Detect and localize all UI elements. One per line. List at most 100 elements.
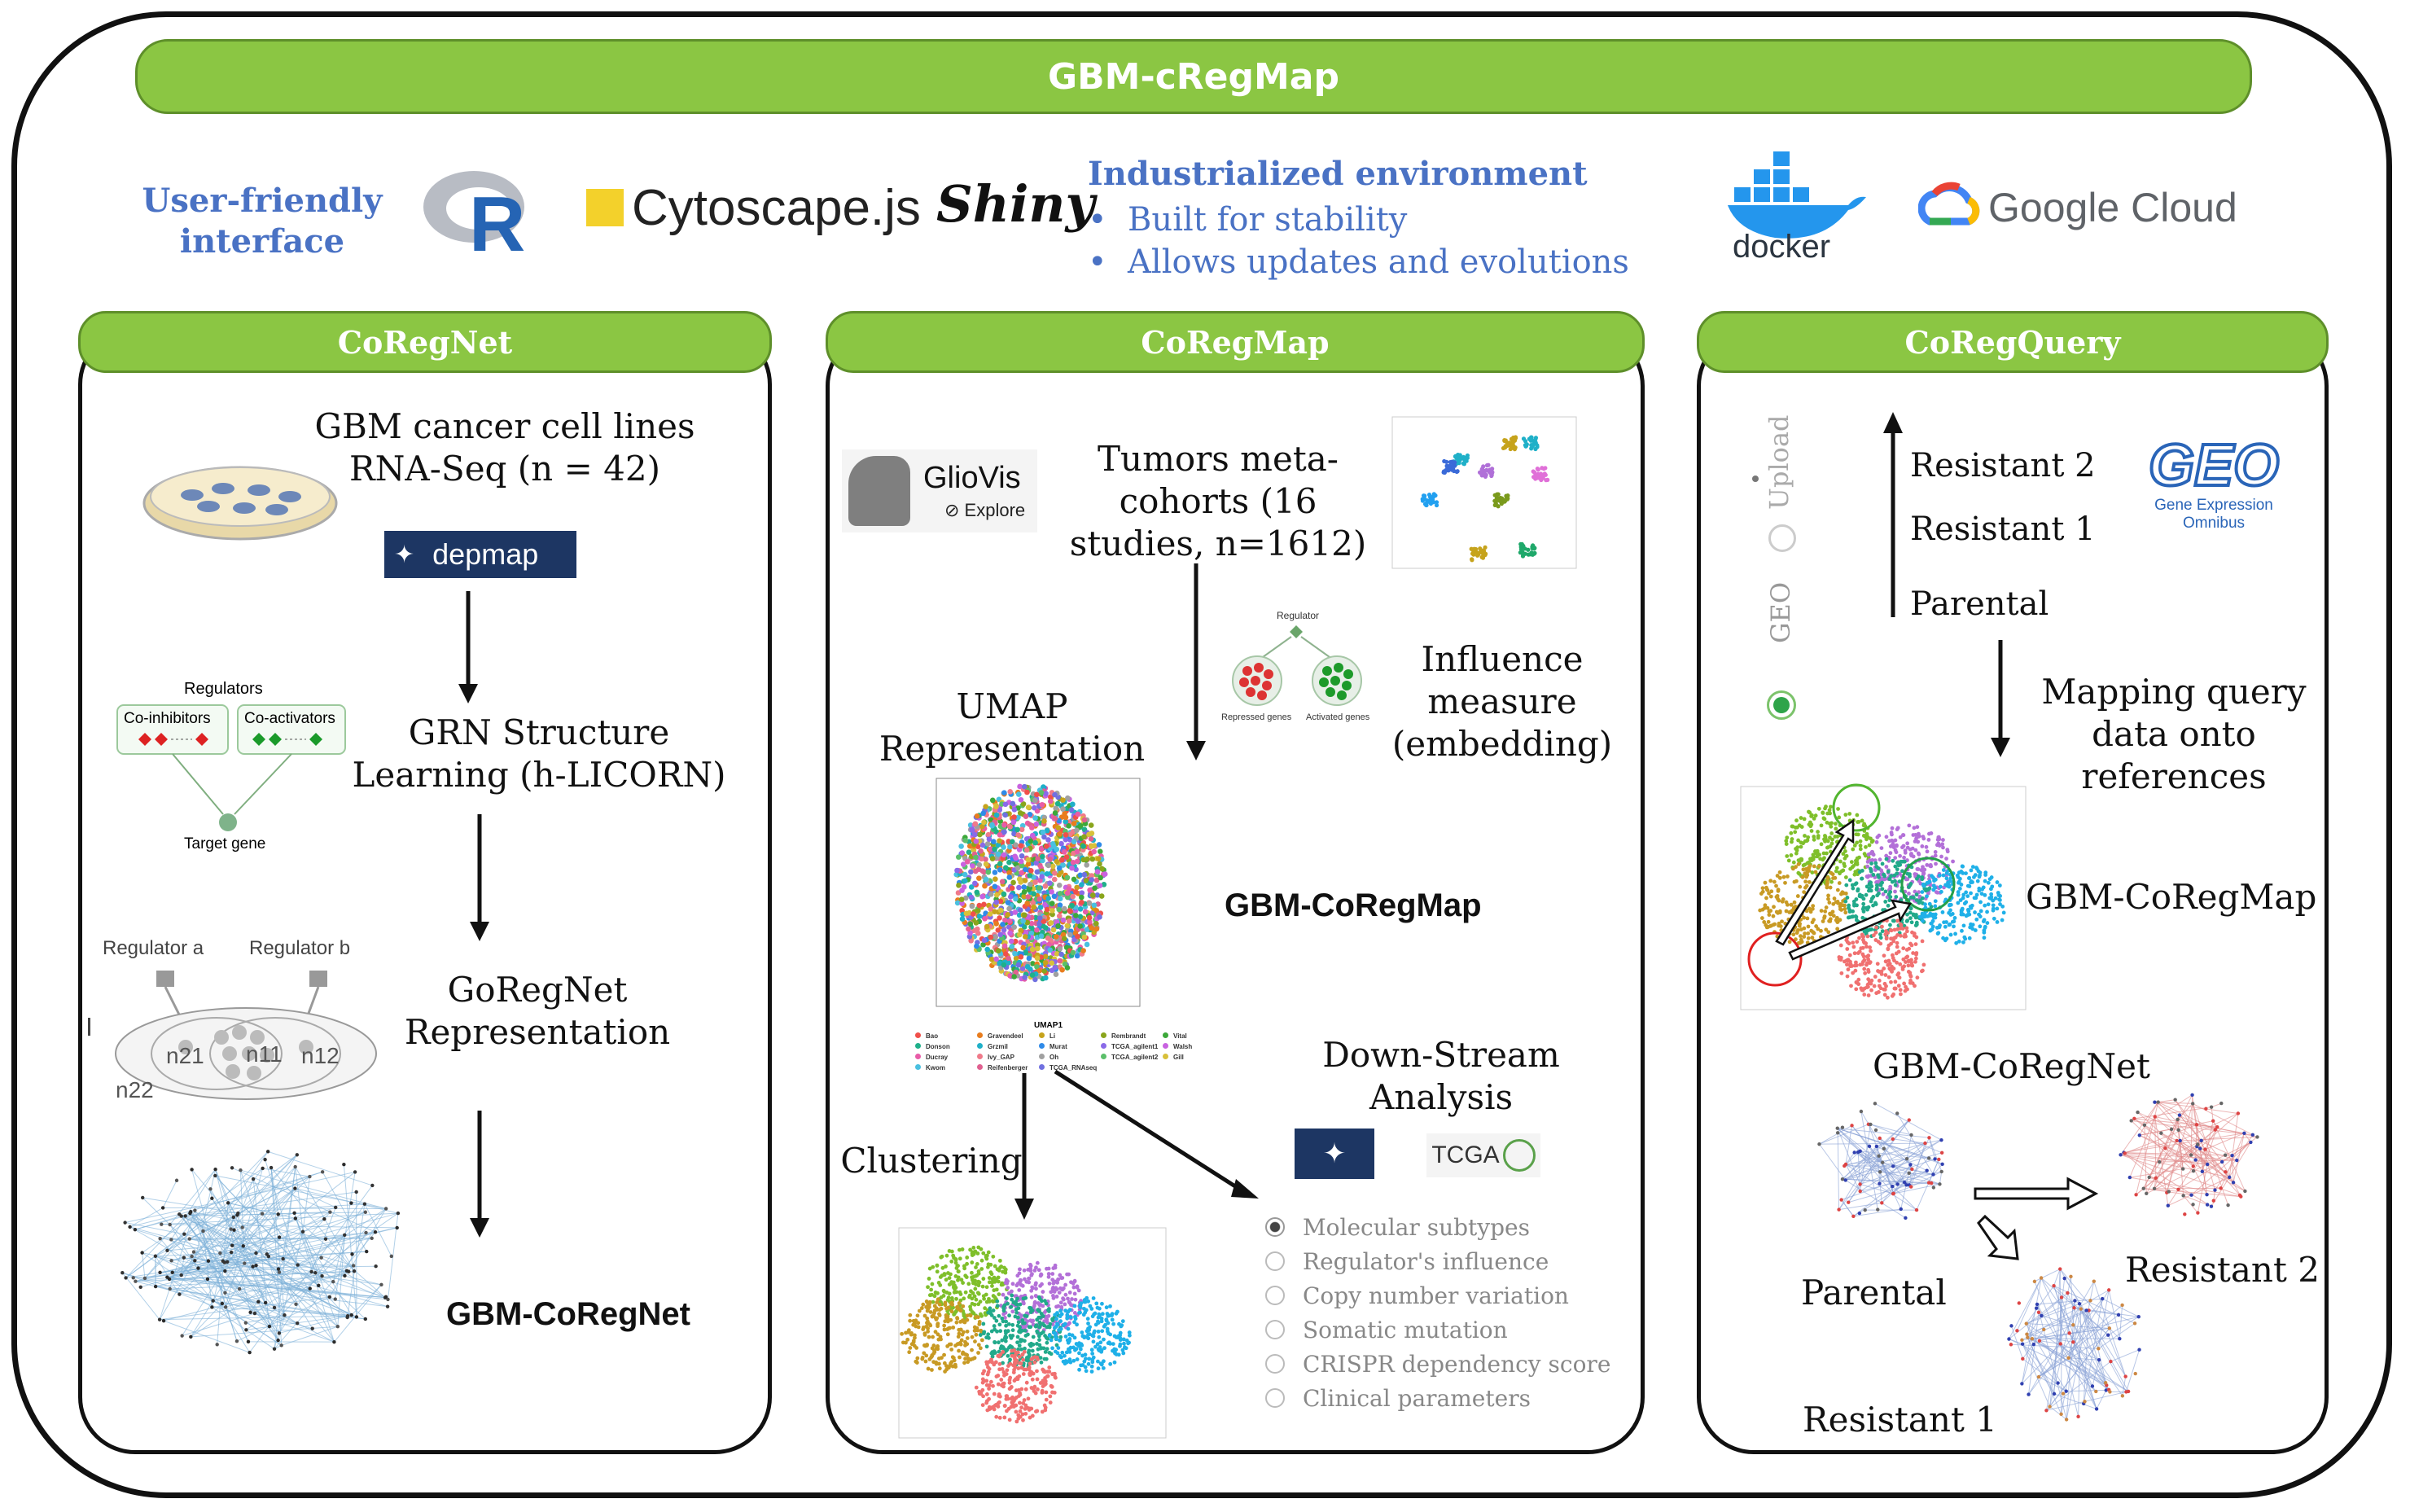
industrialized-bullets: • Built for stability • Allows updates a…: [1088, 201, 1629, 281]
radio-icon[interactable]: [1265, 1251, 1285, 1271]
network-node: [293, 1186, 297, 1190]
cluster-point: [1883, 900, 1888, 904]
cluster-point: [1892, 927, 1897, 932]
umap-point: [1026, 887, 1032, 892]
umap-point: [1034, 964, 1040, 970]
cluster-point: [957, 1355, 962, 1360]
cluster-point: [911, 1339, 916, 1343]
resistant2-highlight: [1832, 783, 1881, 832]
cluster-point: [1845, 962, 1849, 967]
umap-point: [1032, 914, 1039, 921]
network-node: [243, 1321, 248, 1325]
network-edge: [179, 1171, 323, 1215]
cluster-point: [938, 1335, 943, 1339]
upload-radio[interactable]: [1768, 524, 1796, 552]
legend-entry: Grzmil: [977, 1043, 1039, 1050]
cluster-point: [1127, 1330, 1132, 1335]
option-crispr[interactable]: CRISPR dependency score: [1265, 1347, 1610, 1381]
cluster-point: [1020, 1412, 1025, 1417]
cluster-point: [1904, 929, 1909, 934]
cluster-point: [968, 1313, 973, 1318]
cluster-point: [1945, 849, 1950, 854]
radio-icon[interactable]: [1265, 1354, 1285, 1374]
cluster-point: [1877, 990, 1881, 994]
network-node: [370, 1183, 375, 1188]
cluster-point: [971, 1246, 976, 1250]
option-clinical[interactable]: Clinical parameters: [1265, 1381, 1610, 1415]
umap-point: [983, 857, 988, 862]
option-regulator-influence[interactable]: Regulator's influence: [1265, 1244, 1610, 1278]
cluster-point: [1765, 905, 1770, 910]
cluster-point: [1884, 857, 1889, 861]
cluster-point: [1014, 1409, 1019, 1414]
option-copy-number[interactable]: Copy number variation: [1265, 1278, 1610, 1313]
cluster-point: [1893, 838, 1898, 843]
geo-source-label[interactable]: GEO: [1765, 581, 1796, 643]
upload-label[interactable]: Upload: [1764, 414, 1794, 510]
umap-point: [1073, 889, 1079, 895]
umap-point: [1018, 796, 1024, 803]
cluster-point: [1785, 902, 1790, 907]
network-node: [322, 1216, 326, 1221]
cluster-point: [1080, 1353, 1084, 1358]
cluster-point: [1944, 876, 1949, 881]
network-node: [295, 1153, 300, 1157]
cluster-point: [1083, 1356, 1088, 1361]
radio-icon[interactable]: [1265, 1388, 1285, 1408]
cluster-point: [1823, 909, 1828, 914]
cluster-point: [963, 1273, 968, 1278]
cluster-point: [1002, 1265, 1006, 1270]
network-node: [188, 1211, 192, 1216]
cluster-point: [1069, 1280, 1073, 1285]
umap-point: [1094, 869, 1101, 874]
cluster-point: [1002, 1373, 1006, 1378]
cluster-point: [1908, 847, 1913, 852]
umap-point: [959, 901, 965, 906]
umap-point: [997, 866, 1003, 873]
umap-point: [1053, 805, 1059, 811]
docker-icon: docker: [1728, 151, 1866, 261]
umap-point: [1006, 955, 1011, 962]
network-node: [182, 1256, 186, 1260]
cluster-point: [1010, 1322, 1015, 1327]
user-friendly-label: User-friendly interface: [142, 182, 383, 261]
cluster-point: [1951, 859, 1955, 864]
umap-point: [1035, 945, 1041, 952]
cluster-point: [917, 1308, 922, 1313]
cluster-point: [1076, 1288, 1081, 1293]
cluster-point: [925, 1316, 930, 1321]
umap-point: [1011, 807, 1018, 813]
cluster-point: [1874, 880, 1879, 884]
radio-icon[interactable]: [1265, 1320, 1285, 1339]
cluster-point: [1078, 1347, 1083, 1352]
cluster-point: [1908, 883, 1913, 887]
scatter-point: [1502, 445, 1508, 450]
cluster-point: [1033, 1281, 1038, 1286]
cluster-point: [1032, 1360, 1037, 1365]
radio-icon[interactable]: [1265, 1286, 1285, 1305]
geo-radio[interactable]: [1767, 690, 1804, 728]
option-somatic-mutation[interactable]: Somatic mutation: [1265, 1313, 1610, 1347]
cluster-point: [1965, 913, 1970, 918]
coregnet-title: CoRegNet: [78, 311, 772, 373]
network-edge: [142, 1197, 280, 1334]
radio-selected-icon[interactable]: [1265, 1217, 1285, 1237]
option-molecular-subtypes[interactable]: Molecular subtypes: [1265, 1210, 1610, 1244]
umap-point: [985, 869, 992, 875]
cluster-point: [1083, 1365, 1088, 1370]
cluster-point: [1043, 1334, 1047, 1338]
cluster-point: [1909, 920, 1914, 925]
cluster-point: [1998, 902, 2002, 906]
cluster-point: [986, 1332, 991, 1337]
cluster-point: [997, 1361, 1002, 1366]
network-edge: [194, 1169, 217, 1261]
cluster-point: [1070, 1297, 1074, 1301]
cluster-point: [1806, 931, 1811, 936]
cluster-point: [1121, 1337, 1126, 1342]
cluster-point: [1014, 1310, 1019, 1315]
cluster-point: [1895, 827, 1900, 831]
cluster-point: [1041, 1346, 1046, 1351]
cluster-point: [1868, 945, 1872, 949]
umap-point: [972, 821, 979, 827]
cluster-point: [1021, 1372, 1026, 1376]
